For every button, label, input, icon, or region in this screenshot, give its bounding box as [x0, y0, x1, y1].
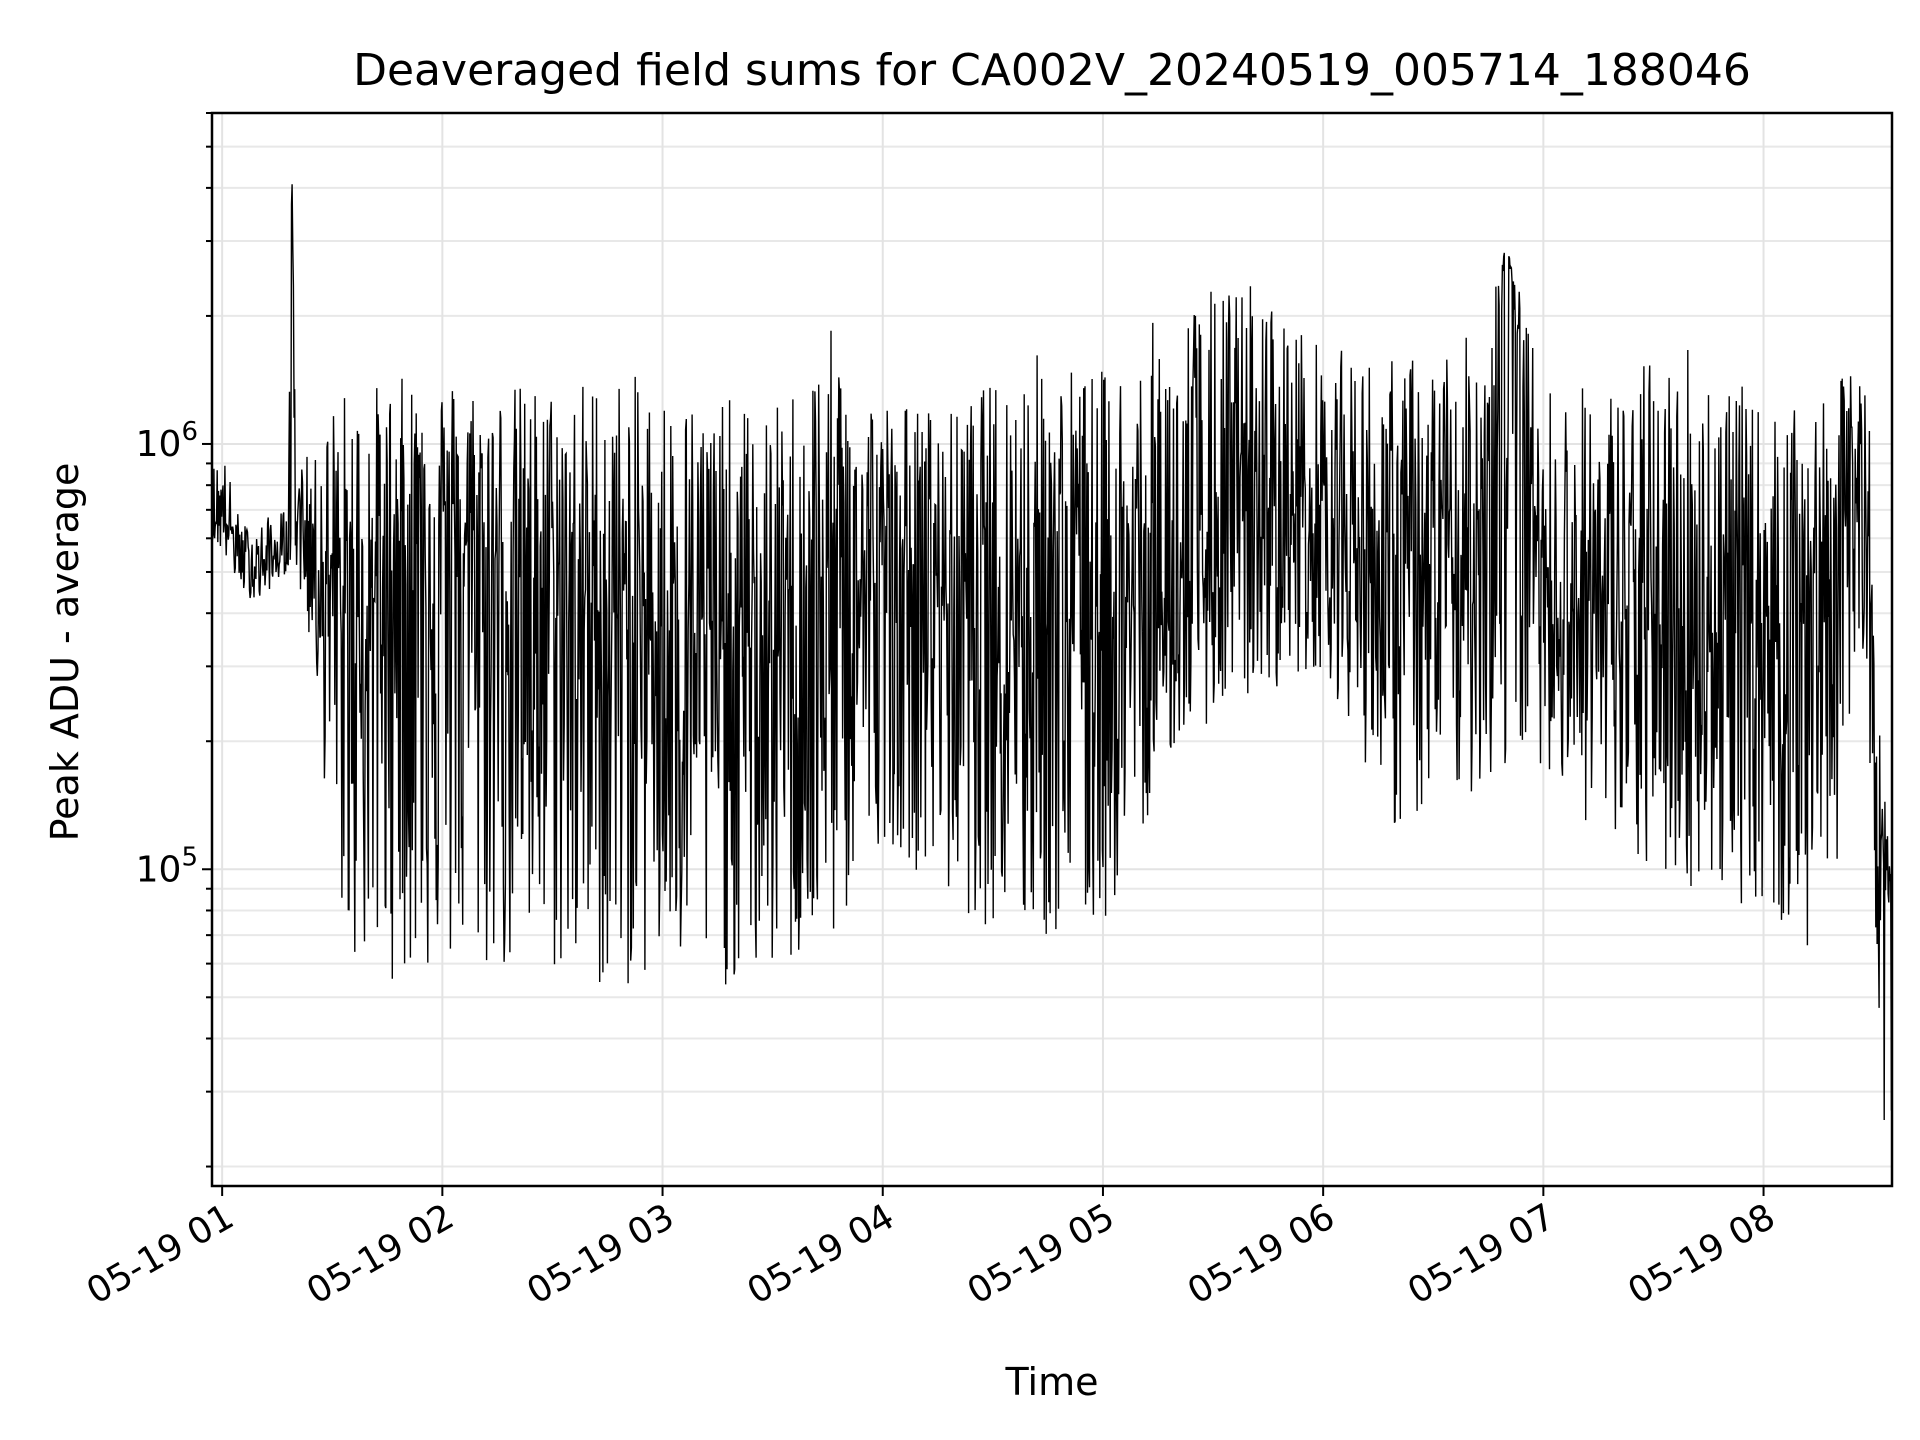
x-tick-label: 05-19 07 [1401, 1196, 1562, 1312]
x-tick-label: 05-19 02 [300, 1196, 461, 1312]
chart-title: Deaveraged field sums for CA002V_2024051… [353, 45, 1751, 96]
y-tick-label: 106 [136, 417, 198, 465]
x-tick-label: 05-19 08 [1621, 1196, 1782, 1312]
x-tick-label: 05-19 06 [1181, 1196, 1342, 1312]
x-tick-label: 05-19 04 [741, 1196, 902, 1312]
x-tick-label: 05-19 01 [80, 1196, 241, 1312]
y-axis-label: Peak ADU - average [43, 463, 87, 842]
series-line [211, 184, 1893, 1121]
x-tick-label: 05-19 05 [961, 1196, 1122, 1312]
x-axis-label: Time [1005, 1360, 1099, 1404]
plot-frame [210, 111, 1894, 1188]
y-tick-label: 105 [136, 842, 198, 890]
x-tick-label: 05-19 03 [520, 1196, 681, 1312]
